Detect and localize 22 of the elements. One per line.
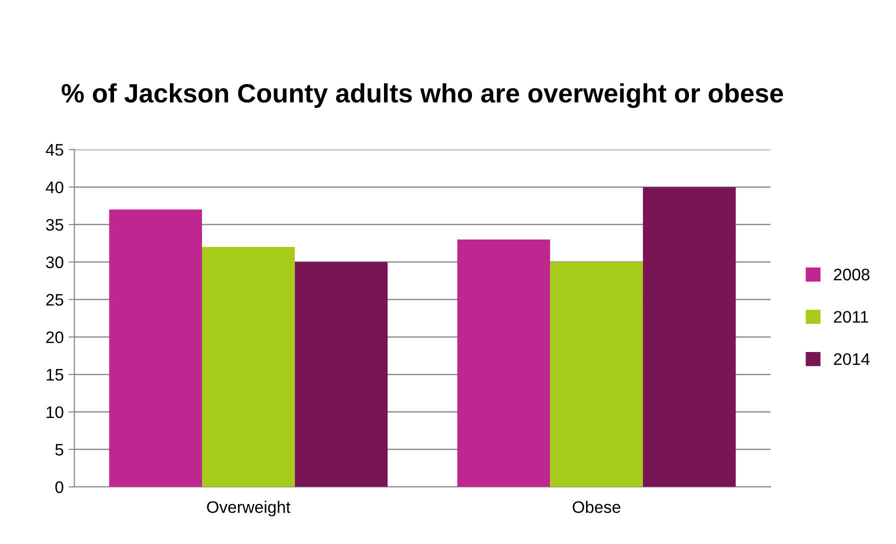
bar [109, 210, 202, 487]
y-tick-label: 25 [46, 294, 64, 306]
y-tick-label: 0 [55, 481, 64, 494]
y-tick-label: 35 [46, 218, 64, 231]
legend-label: 2014 [834, 353, 870, 366]
bar [642, 187, 736, 487]
bar [294, 262, 388, 487]
chart-title: % of Jackson County adults who are overweight or obese [62, 83, 784, 108]
y-tick-label: 40 [46, 181, 64, 194]
legend-label: 2008 [834, 268, 870, 280]
bar [550, 262, 643, 487]
y-tick-label: 45 [46, 144, 64, 156]
x-tick-label: Obese [572, 500, 620, 514]
y-tick-label: 10 [46, 406, 64, 418]
x-tick-label: Overweight [207, 500, 290, 516]
bar [457, 240, 550, 487]
y-tick-label: 30 [46, 256, 64, 268]
legend-label: 2011 [834, 310, 868, 323]
y-tick-label: 15 [46, 369, 64, 381]
y-tick-label: 20 [46, 331, 64, 344]
y-tick-label: 5 [55, 444, 64, 456]
bar [202, 247, 295, 487]
